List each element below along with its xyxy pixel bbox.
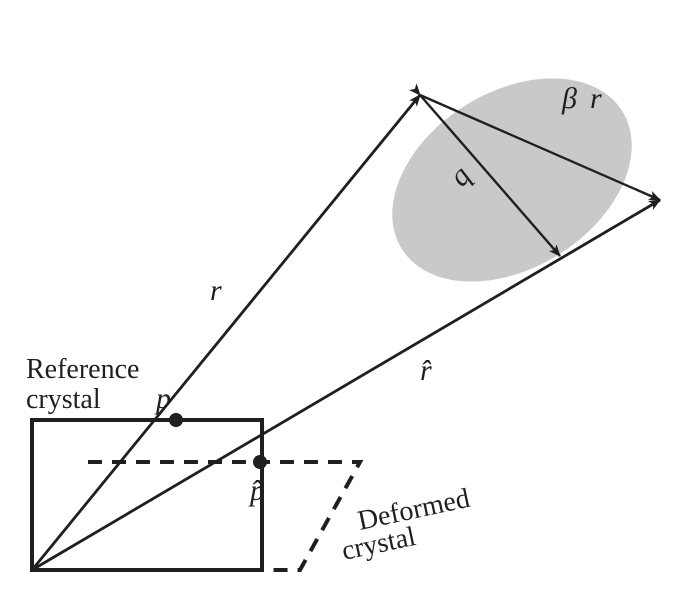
- label-reference-2: crystal: [26, 384, 101, 415]
- vector-r-hat: [32, 200, 660, 570]
- label-beta: β: [561, 82, 577, 115]
- deformed-crystal-box: [88, 462, 360, 570]
- point-p-hat: [253, 455, 267, 469]
- label-p-hat: p̂: [248, 474, 265, 507]
- label-r: r: [210, 274, 222, 307]
- reference-crystal-box: [32, 420, 262, 570]
- label-p: p: [154, 382, 171, 415]
- vector-r: [32, 95, 420, 570]
- label-deformed-2: crystal: [339, 521, 419, 567]
- label-reference-1: Reference: [26, 354, 139, 385]
- label-beta-r-r: r: [590, 82, 602, 115]
- point-p: [169, 413, 183, 427]
- label-r-hat: r̂: [420, 354, 432, 387]
- diagram-canvas: Reference crystal Deformed crystal p p̂ …: [0, 0, 692, 600]
- detector-ellipse: [355, 36, 669, 323]
